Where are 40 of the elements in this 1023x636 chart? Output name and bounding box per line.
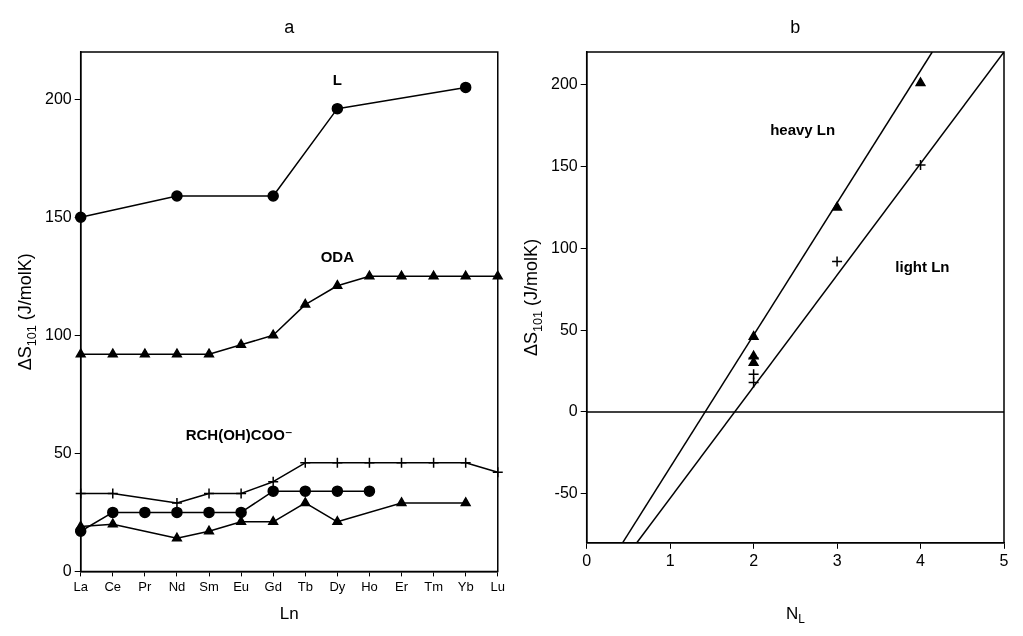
x-tick-label: Nd	[168, 578, 186, 594]
x-tick-label: 0	[582, 551, 592, 569]
x-tick-label: Er	[395, 578, 409, 594]
x-tick-label: Dy	[329, 578, 346, 594]
chart-title: a	[284, 16, 296, 37]
series-label: L	[332, 70, 342, 88]
x-tick-label: La	[73, 578, 89, 594]
x-tick-label: Tb	[297, 578, 313, 594]
chart-title: b	[790, 16, 801, 37]
y-tick-label: 100	[44, 325, 72, 343]
y-tick-label: 150	[550, 156, 578, 174]
x-tick-label: Eu	[233, 578, 250, 594]
x-tick-label: Tm	[424, 578, 443, 594]
y-tick-label: 150	[44, 207, 72, 225]
y-tick-label: 50	[559, 320, 578, 338]
annotation: RCH(OH)COO⁻	[185, 426, 293, 444]
x-tick-label: Pr	[138, 578, 153, 594]
y-tick-label: -50	[554, 484, 578, 502]
x-tick-label: 2	[749, 551, 759, 569]
x-axis-title: Ln	[279, 603, 299, 623]
x-tick-label: Gd	[264, 578, 282, 594]
y-axis-title: ΔS101 (J/molK)	[520, 238, 545, 356]
text: light Ln	[895, 258, 950, 276]
x-tick-label: Sm	[199, 578, 219, 594]
series-label: ODA	[320, 247, 355, 265]
x-tick-label: Ce	[104, 578, 122, 594]
text: heavy Ln	[770, 120, 836, 138]
x-tick-label: 5	[999, 551, 1009, 569]
x-tick-label: 3	[832, 551, 842, 569]
y-tick-label: 200	[550, 75, 578, 93]
x-tick-label: Ho	[361, 578, 378, 594]
y-tick-label: 200	[44, 89, 72, 107]
x-tick-label: Yb	[457, 578, 474, 594]
x-tick-label: 4	[916, 551, 926, 569]
y-tick-label: 50	[53, 443, 72, 461]
x-tick-label: 1	[665, 551, 675, 569]
y-tick-label: 100	[550, 238, 578, 256]
y-axis-title: ΔS101 (J/molK)	[14, 253, 39, 371]
x-tick-label: Lu	[490, 578, 505, 594]
y-tick-label: 0	[568, 402, 578, 420]
